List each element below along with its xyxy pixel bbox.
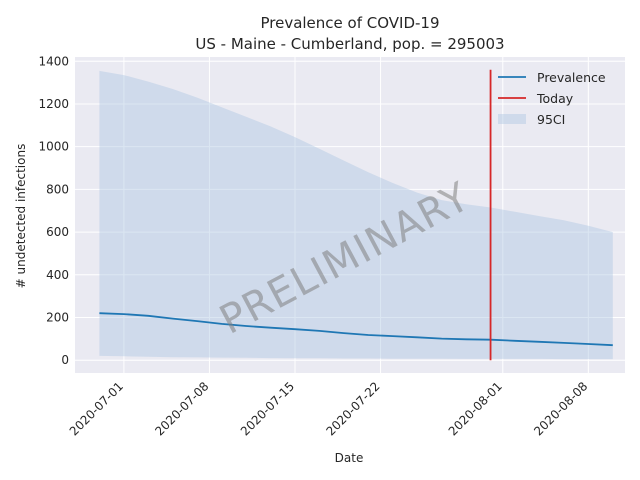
y-tick-label: 800 — [46, 182, 69, 196]
legend-95ci-swatch — [498, 114, 526, 124]
y-tick-label: 400 — [46, 268, 69, 282]
ci-band-layer — [99, 70, 613, 360]
y-tick-label: 1000 — [38, 140, 69, 154]
y-tick-label: 200 — [46, 310, 69, 324]
chart-subtitle: US - Maine - Cumberland, pop. = 295003 — [195, 35, 504, 53]
ci-band — [99, 70, 613, 360]
legend-95ci-label: 95CI — [537, 112, 565, 127]
x-axis-label: Date — [335, 451, 364, 465]
legend-prevalence-label: Prevalence — [537, 70, 606, 85]
legend-today-label: Today — [536, 91, 574, 106]
grid — [75, 57, 625, 373]
y-tick-label: 0 — [61, 353, 69, 367]
legend: Prevalence Today 95CI — [498, 70, 606, 127]
plot-area — [75, 57, 625, 373]
y-axis-label: # undetected infections — [14, 144, 28, 289]
y-tick-labels: 0 200 400 600 800 1000 1200 1400 — [38, 54, 69, 367]
y-tick-label: 1200 — [38, 97, 69, 111]
prevalence-line — [99, 312, 613, 347]
chart-title: Prevalence of COVID-19 — [260, 14, 439, 32]
y-tick-label: 600 — [46, 225, 69, 239]
prevalence-line-layer — [99, 312, 613, 347]
y-tick-label: 1400 — [38, 54, 69, 68]
